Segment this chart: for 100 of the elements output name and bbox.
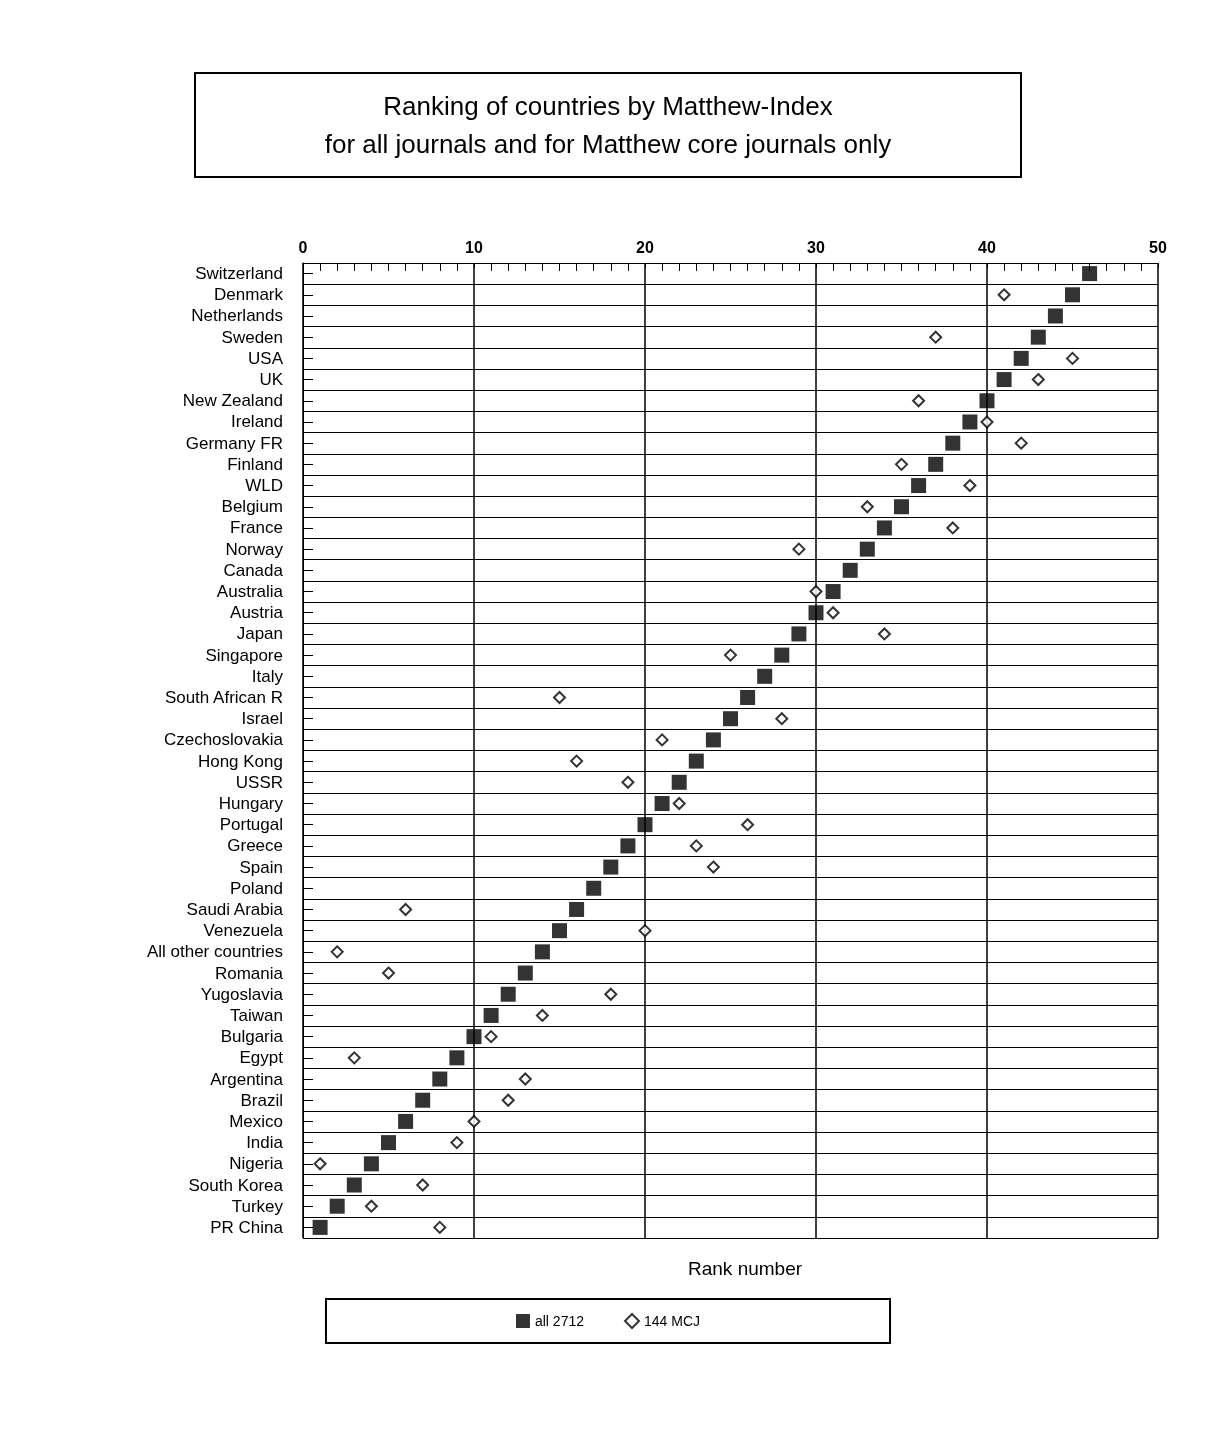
point: [791, 626, 807, 642]
point: [552, 923, 567, 939]
y-tick-label: Canada: [223, 560, 284, 580]
x-tick-label: 0: [298, 238, 308, 256]
y-tick-label: Taiwan: [230, 1005, 283, 1025]
point: [980, 415, 994, 429]
point: [912, 394, 926, 408]
y-tick-label: Poland: [230, 878, 283, 898]
point: [706, 860, 720, 874]
y-tick-label: Norway: [225, 539, 284, 559]
point: [740, 690, 756, 706]
point: [775, 712, 789, 726]
point: [962, 414, 978, 430]
chart-title: Ranking of countries by Matthew-Index for all journals and for Matthew core journals only: [324, 91, 892, 159]
legend-label: all 2712: [534, 1313, 585, 1329]
point: [895, 457, 908, 471]
y-tick-label: Bulgaria: [220, 1027, 284, 1047]
point: [1066, 351, 1079, 365]
y-tick-label: Finland: [227, 454, 283, 474]
point: [500, 986, 516, 1002]
point: [997, 288, 1011, 302]
y-tick-label: Argentina: [210, 1069, 284, 1089]
point: [363, 1156, 379, 1172]
y-tick-label: New Zealand: [182, 391, 283, 411]
y-tick-label: USSR: [235, 772, 283, 792]
y-tick-label: Venezuela: [203, 921, 284, 941]
point: [621, 775, 635, 789]
y-tick-label: Japan: [236, 624, 283, 644]
point: [329, 1198, 345, 1214]
point: [553, 691, 566, 705]
point: [928, 456, 944, 472]
y-tick-label: Turkey: [231, 1196, 284, 1216]
point: [534, 944, 550, 960]
y-tick-label: Portugal: [219, 815, 283, 835]
point: [809, 585, 823, 599]
x-axis-title: Rank number: [688, 1258, 803, 1279]
point: [894, 499, 909, 515]
point: [604, 987, 618, 1001]
point: [501, 1093, 515, 1107]
point: [945, 435, 961, 451]
point: [313, 1157, 327, 1171]
y-tick-label: Italy: [251, 666, 284, 686]
point: [483, 1007, 499, 1023]
point: [826, 606, 840, 620]
point: [688, 753, 704, 769]
point: [723, 711, 738, 727]
point: [979, 393, 995, 409]
point: [1031, 373, 1045, 387]
point: [877, 627, 891, 641]
point: [517, 965, 533, 981]
y-tick-label: South Korea: [188, 1175, 284, 1195]
y-tick-label: Ireland: [231, 412, 283, 432]
y-tick-label: Greece: [227, 836, 283, 856]
point: [312, 1219, 328, 1235]
x-tick-label: 20: [636, 238, 654, 256]
point: [757, 668, 773, 684]
y-tick-label: PR China: [210, 1217, 284, 1237]
y-tick-label: WLD: [245, 476, 283, 496]
point: [842, 562, 858, 578]
y-tick-label: Mexico: [229, 1111, 283, 1131]
point: [859, 541, 875, 557]
point: [808, 605, 824, 621]
point: [724, 648, 737, 662]
point: [467, 1114, 481, 1128]
x-tick-label: 40: [978, 238, 996, 256]
x-tick-label: 10: [465, 238, 483, 256]
point: [946, 521, 960, 535]
y-tick-label: Switzerland: [195, 264, 283, 284]
legend-label: 144 MCJ: [644, 1313, 701, 1329]
point: [586, 880, 602, 896]
y-tick-label: Sweden: [221, 327, 283, 347]
y-tick-label: Hong Kong: [197, 751, 283, 771]
x-tick-label: 50: [1149, 238, 1167, 256]
y-tick-label: Germany FR: [185, 433, 283, 453]
point: [381, 1135, 396, 1151]
point: [570, 754, 584, 768]
y-tick-label: All other countries: [146, 942, 283, 962]
point: [774, 647, 790, 663]
point: [449, 1050, 465, 1066]
point: [382, 966, 395, 980]
point: [860, 500, 874, 514]
point: [1030, 329, 1046, 345]
point: [432, 1071, 448, 1087]
point: [654, 795, 670, 811]
y-tick-label: Israel: [241, 709, 283, 729]
y-tick-label: Australia: [216, 582, 284, 602]
x-tick-label: 30: [807, 238, 825, 256]
y-tick-label: Saudi Arabia: [186, 899, 284, 919]
y-tick-label: Netherlands: [191, 306, 283, 326]
y-tick-label: Nigeria: [229, 1154, 284, 1174]
point: [535, 1008, 549, 1022]
point: [689, 839, 703, 853]
y-tick-label: India: [246, 1133, 284, 1153]
point: [415, 1092, 431, 1108]
y-tick-label: USA: [248, 348, 284, 368]
point: [876, 520, 892, 536]
y-tick-label: UK: [259, 370, 284, 390]
point: [450, 1136, 464, 1150]
point: [1014, 436, 1028, 450]
y-tick-label: South African R: [164, 688, 283, 708]
